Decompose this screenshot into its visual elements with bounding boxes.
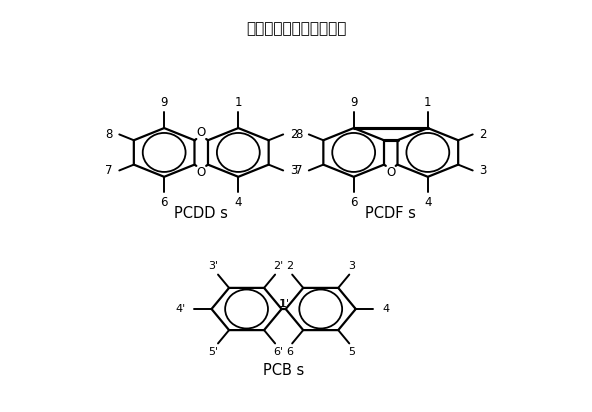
- Text: 3: 3: [290, 164, 297, 177]
- Text: PCDF s: PCDF s: [365, 206, 416, 221]
- Text: O: O: [197, 126, 206, 139]
- Text: 4: 4: [234, 196, 242, 209]
- Text: 6: 6: [286, 347, 293, 358]
- Text: 1': 1': [280, 299, 290, 309]
- Text: 2: 2: [286, 260, 293, 271]
- Text: 9: 9: [160, 96, 168, 109]
- Text: PCDD s: PCDD s: [174, 206, 228, 221]
- Text: 8: 8: [295, 128, 302, 141]
- Text: 2: 2: [289, 128, 297, 141]
- Text: 6': 6': [273, 347, 283, 358]
- Text: O: O: [386, 166, 395, 178]
- Text: 7: 7: [295, 164, 303, 177]
- Text: 6: 6: [350, 196, 358, 209]
- Text: 2': 2': [273, 260, 283, 271]
- Text: 1: 1: [424, 96, 432, 109]
- Text: 5': 5': [208, 347, 218, 358]
- Text: 4': 4': [176, 304, 186, 314]
- Text: 1: 1: [234, 96, 242, 109]
- Text: 4: 4: [424, 196, 432, 209]
- Text: 7: 7: [105, 164, 112, 177]
- Text: 2: 2: [480, 128, 487, 141]
- Text: O: O: [197, 166, 206, 178]
- Text: ダイオキシン類の構造図: ダイオキシン類の構造図: [246, 21, 346, 36]
- Text: 3: 3: [349, 260, 356, 271]
- Text: 8: 8: [105, 128, 112, 141]
- Text: 3': 3': [208, 260, 218, 271]
- Text: 4: 4: [382, 304, 390, 314]
- Text: 9: 9: [350, 96, 358, 109]
- Text: 3: 3: [480, 164, 487, 177]
- Text: 1: 1: [279, 299, 286, 309]
- Text: 6: 6: [160, 196, 168, 209]
- Text: 5: 5: [349, 347, 356, 358]
- Text: PCB s: PCB s: [263, 363, 304, 378]
